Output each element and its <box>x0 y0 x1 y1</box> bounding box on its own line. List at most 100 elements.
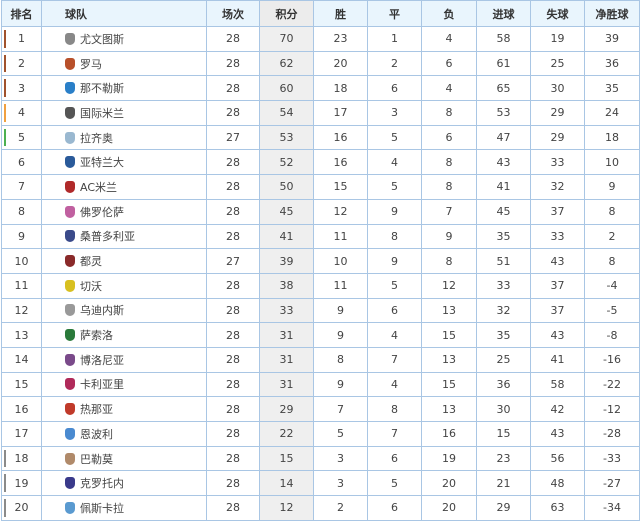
gd-cell: -16 <box>584 346 640 373</box>
team-cell[interactable]: AC米兰 <box>41 174 207 200</box>
rank: 10 <box>14 254 29 268</box>
table-row[interactable]: 6 亚特兰大 28 52 16 4 8 43 33 10 <box>1 149 640 176</box>
drawn-cell: 5 <box>367 272 422 299</box>
team-name[interactable]: 乌迪内斯 <box>80 304 124 318</box>
team-cell[interactable]: 那不勒斯 <box>41 75 207 102</box>
rank: 7 <box>18 180 25 194</box>
team-cell[interactable]: 克罗托内 <box>41 470 207 497</box>
gf-cell: 53 <box>476 100 531 126</box>
won-cell: 18 <box>313 75 368 102</box>
header-drawn[interactable]: 平 <box>367 0 422 27</box>
header-goal-difference[interactable]: 净胜球 <box>584 0 640 27</box>
header-goals-for[interactable]: 进球 <box>476 0 531 27</box>
table-row[interactable]: 19 克罗托内 28 14 3 5 20 21 48 -27 <box>1 470 640 497</box>
header-team[interactable]: 球队 <box>41 0 207 27</box>
table-row[interactable]: 13 萨索洛 28 31 9 4 15 35 43 -8 <box>1 322 640 348</box>
team-cell[interactable]: 桑普多利亚 <box>41 223 207 250</box>
ga-cell: 43 <box>530 322 585 348</box>
ga-cell: 56 <box>530 445 585 472</box>
team-cell[interactable]: 拉齐奥 <box>41 124 207 151</box>
team-name[interactable]: 佩斯卡拉 <box>80 501 124 515</box>
table-row[interactable]: 9 桑普多利亚 28 41 11 8 9 35 33 2 <box>1 223 640 250</box>
team-name[interactable]: 巴勒莫 <box>80 452 113 466</box>
table-row[interactable]: 7 AC米兰 28 50 15 5 8 41 32 9 <box>1 174 640 200</box>
table-row[interactable]: 8 佛罗伦萨 28 45 12 9 7 45 37 8 <box>1 198 640 225</box>
gd-cell: 10 <box>584 149 640 176</box>
team-cell[interactable]: 尤文图斯 <box>41 26 207 52</box>
lost-cell: 7 <box>421 198 477 225</box>
header-played[interactable]: 场次 <box>206 0 260 27</box>
points-cell: 62 <box>259 50 314 77</box>
zone-indicator <box>4 30 6 48</box>
team-name[interactable]: 都灵 <box>80 255 102 269</box>
team-name[interactable]: 卡利亚里 <box>80 378 124 392</box>
won-cell: 9 <box>313 297 368 324</box>
team-cell[interactable]: 恩波利 <box>41 421 207 447</box>
table-row[interactable]: 15 卡利亚里 28 31 9 4 15 36 58 -22 <box>1 371 640 398</box>
team-name[interactable]: 拉齐奥 <box>80 131 113 145</box>
team-name[interactable]: 热那亚 <box>80 403 113 417</box>
team-name[interactable]: 桑普多利亚 <box>80 230 135 244</box>
rank: 15 <box>14 377 29 391</box>
won-cell: 5 <box>313 421 368 447</box>
team-cell[interactable]: 都灵 <box>41 248 207 274</box>
team-cell[interactable]: 博洛尼亚 <box>41 346 207 373</box>
zone-indicator <box>4 54 6 73</box>
team-name[interactable]: 那不勒斯 <box>80 82 124 96</box>
table-row[interactable]: 2 罗马 28 62 20 2 6 61 25 36 <box>1 50 640 77</box>
team-name[interactable]: 尤文图斯 <box>80 32 124 46</box>
played-cell: 28 <box>206 495 260 521</box>
table-row[interactable]: 14 博洛尼亚 28 31 8 7 13 25 41 -16 <box>1 346 640 373</box>
gf-cell: 23 <box>476 445 531 472</box>
team-cell[interactable]: 佛罗伦萨 <box>41 198 207 225</box>
team-name[interactable]: 国际米兰 <box>80 106 124 120</box>
team-name[interactable]: 佛罗伦萨 <box>80 205 124 219</box>
lost-cell: 8 <box>421 100 477 126</box>
team-name[interactable]: 亚特兰大 <box>80 156 124 170</box>
team-cell[interactable]: 热那亚 <box>41 396 207 422</box>
table-row[interactable]: 1 尤文图斯 28 70 23 1 4 58 19 39 <box>1 26 640 52</box>
points-cell: 14 <box>259 470 314 497</box>
rank-cell: 16 <box>1 396 42 422</box>
team-cell[interactable]: 亚特兰大 <box>41 149 207 176</box>
lost-cell: 16 <box>421 421 477 447</box>
table-row[interactable]: 3 那不勒斯 28 60 18 6 4 65 30 35 <box>1 75 640 102</box>
table-row[interactable]: 18 巴勒莫 28 15 3 6 19 23 56 -33 <box>1 445 640 472</box>
rank-cell: 9 <box>1 223 42 250</box>
table-row[interactable]: 12 乌迪内斯 28 33 9 6 13 32 37 -5 <box>1 297 640 324</box>
header-won[interactable]: 胜 <box>313 0 368 27</box>
team-cell[interactable]: 国际米兰 <box>41 100 207 126</box>
header-goals-against[interactable]: 失球 <box>530 0 585 27</box>
won-cell: 20 <box>313 50 368 77</box>
header-points[interactable]: 积分 <box>259 0 314 27</box>
team-cell[interactable]: 切沃 <box>41 272 207 299</box>
table-row[interactable]: 4 国际米兰 28 54 17 3 8 53 29 24 <box>1 100 640 126</box>
drawn-cell: 7 <box>367 346 422 373</box>
drawn-cell: 4 <box>367 371 422 398</box>
team-cell[interactable]: 卡利亚里 <box>41 371 207 398</box>
ga-cell: 19 <box>530 26 585 52</box>
team-name[interactable]: 罗马 <box>80 57 102 71</box>
drawn-cell: 6 <box>367 495 422 521</box>
team-cell[interactable]: 萨索洛 <box>41 322 207 348</box>
header-rank[interactable]: 排名 <box>1 0 42 27</box>
table-row[interactable]: 5 拉齐奥 27 53 16 5 6 47 29 18 <box>1 124 640 151</box>
team-cell[interactable]: 佩斯卡拉 <box>41 495 207 521</box>
team-name[interactable]: 切沃 <box>80 279 102 293</box>
team-name[interactable]: 萨索洛 <box>80 329 113 343</box>
team-cell[interactable]: 巴勒莫 <box>41 445 207 472</box>
team-cell[interactable]: 乌迪内斯 <box>41 297 207 324</box>
table-row[interactable]: 11 切沃 28 38 11 5 12 33 37 -4 <box>1 272 640 299</box>
team-cell[interactable]: 罗马 <box>41 50 207 77</box>
header-lost[interactable]: 负 <box>421 0 477 27</box>
played-cell: 28 <box>206 297 260 324</box>
team-name[interactable]: 克罗托内 <box>80 477 124 491</box>
table-row[interactable]: 20 佩斯卡拉 28 12 2 6 20 29 63 -34 <box>1 495 640 521</box>
table-row[interactable]: 10 都灵 27 39 10 9 8 51 43 8 <box>1 248 640 274</box>
team-name[interactable]: 恩波利 <box>80 427 113 441</box>
points-cell: 31 <box>259 371 314 398</box>
table-row[interactable]: 17 恩波利 28 22 5 7 16 15 43 -28 <box>1 421 640 447</box>
team-name[interactable]: 博洛尼亚 <box>80 353 124 367</box>
team-name[interactable]: AC米兰 <box>80 180 118 194</box>
table-row[interactable]: 16 热那亚 28 29 7 8 13 30 42 -12 <box>1 396 640 422</box>
